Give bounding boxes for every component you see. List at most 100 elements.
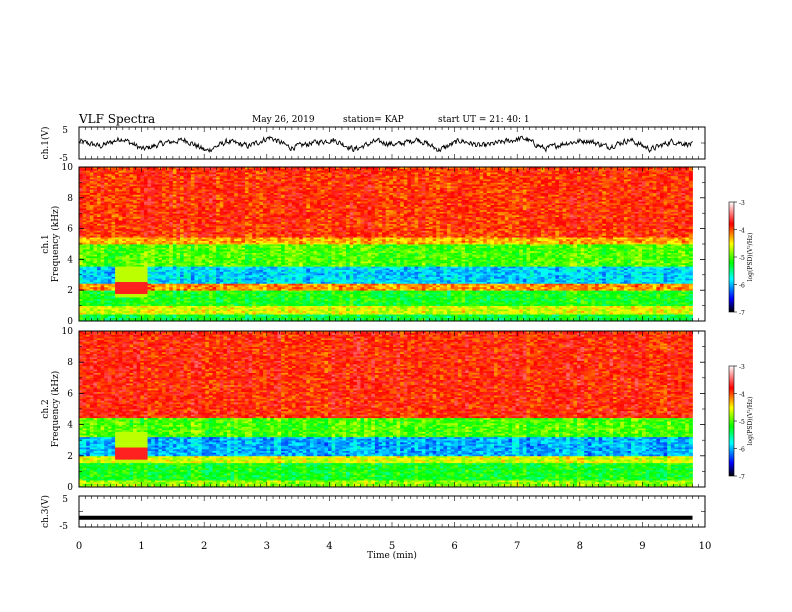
spectrogram-cell bbox=[154, 269, 159, 272]
spectrogram-cell bbox=[118, 221, 123, 224]
spectrogram-cell bbox=[104, 216, 109, 219]
spectrogram-cell bbox=[104, 249, 109, 252]
spectrogram-cell bbox=[129, 202, 134, 206]
spectrogram-cell bbox=[104, 303, 109, 306]
spectrogram-cell bbox=[154, 201, 159, 204]
spectrogram-cell bbox=[136, 170, 141, 173]
spectrogram-cell bbox=[169, 312, 174, 315]
spectrogram-cell bbox=[107, 249, 112, 252]
spectrogram-cell bbox=[86, 216, 91, 219]
spectrogram-cell bbox=[194, 310, 199, 313]
spectrogram-cell bbox=[205, 259, 210, 262]
spectrogram-cell bbox=[115, 199, 120, 202]
spectrogram-cell bbox=[180, 244, 185, 247]
spectrogram-cell bbox=[183, 232, 188, 235]
spectrogram-cell bbox=[165, 245, 170, 248]
spectrogram-cell bbox=[122, 185, 127, 188]
spectrogram-cell bbox=[107, 240, 112, 243]
spectrogram-cell bbox=[180, 226, 185, 229]
spectrogram-cell bbox=[104, 279, 109, 283]
spectrogram-cell bbox=[125, 240, 130, 243]
spectrogram-cell bbox=[198, 250, 203, 253]
spectrogram-cell bbox=[172, 295, 177, 298]
spectrogram-cell bbox=[133, 249, 138, 252]
spectrogram-cell bbox=[111, 201, 116, 204]
spectrogram-cell bbox=[97, 267, 102, 271]
spectrogram-cell bbox=[82, 262, 87, 265]
spectrogram-cell bbox=[154, 267, 159, 271]
spectrogram-cell bbox=[93, 209, 98, 212]
spectrogram-cell bbox=[140, 297, 145, 300]
spectrogram-cell bbox=[111, 199, 116, 202]
spectrogram-cell bbox=[201, 232, 206, 235]
spectrogram-cell bbox=[93, 279, 98, 283]
spectrogram-cell bbox=[133, 180, 138, 183]
spectrogram-cell bbox=[86, 182, 91, 185]
spectrogram-cell bbox=[176, 300, 181, 303]
spectrogram-cell bbox=[154, 197, 159, 200]
spectrogram-cell bbox=[140, 214, 145, 218]
spectrogram-cell bbox=[162, 214, 167, 218]
spectrogram-cell bbox=[140, 312, 145, 315]
spectrogram-cell bbox=[107, 182, 112, 185]
spectrogram-cell bbox=[190, 237, 195, 240]
spectrogram-cell bbox=[89, 300, 94, 303]
spectrogram-cell bbox=[89, 244, 94, 247]
spectrogram-cell bbox=[115, 208, 120, 211]
spectrogram-cell bbox=[162, 185, 167, 188]
spectrogram-cell bbox=[125, 298, 130, 301]
spectrogram-cell bbox=[93, 187, 98, 190]
spectrogram-cell bbox=[115, 223, 120, 226]
spectrogram-cell bbox=[154, 220, 159, 223]
spectrogram-cell bbox=[140, 267, 145, 271]
spectrogram-cell bbox=[169, 259, 174, 262]
spectrogram-cell bbox=[169, 249, 174, 252]
spectrogram-cell bbox=[190, 223, 195, 226]
spectrogram-cell bbox=[125, 204, 130, 207]
spectrogram-cell bbox=[133, 278, 138, 281]
spectrogram-cell bbox=[111, 250, 116, 253]
spectrogram-cell bbox=[104, 201, 109, 204]
spectrogram-cell bbox=[125, 245, 130, 248]
spectrogram-cell bbox=[194, 266, 199, 269]
spectrogram-cell bbox=[93, 211, 98, 214]
spectrogram-cell bbox=[104, 167, 109, 170]
spectrogram-cell bbox=[165, 276, 170, 279]
spectrogram-cell bbox=[147, 312, 152, 315]
spectrogram-cell bbox=[162, 204, 167, 207]
spectrogram-cell bbox=[183, 249, 188, 252]
spectrogram-cell bbox=[104, 196, 109, 199]
spectrogram-cell bbox=[115, 235, 120, 238]
spectrogram-cell bbox=[129, 214, 134, 218]
spectrogram-cell bbox=[201, 312, 206, 315]
spectrogram-cell bbox=[172, 281, 177, 284]
spectrogram-cell bbox=[187, 242, 192, 245]
spectrogram-cell bbox=[125, 196, 130, 199]
spectrogram-cell bbox=[172, 199, 177, 202]
spectrogram-cell bbox=[147, 276, 152, 279]
spectrogram-cell bbox=[82, 185, 87, 188]
spectrogram-cell bbox=[198, 182, 203, 185]
spectrogram-cell bbox=[154, 281, 159, 284]
spectrogram-cell bbox=[187, 273, 192, 276]
spectrogram-cell bbox=[143, 291, 148, 295]
spectrogram-cell bbox=[151, 269, 156, 272]
spectrogram-cell bbox=[147, 211, 152, 214]
spectrogram-cell bbox=[176, 168, 181, 171]
spectrogram-cell bbox=[143, 293, 148, 296]
y-tick-label: -5 bbox=[59, 154, 68, 164]
spectrogram-cell bbox=[147, 302, 152, 305]
spectrogram-cell bbox=[129, 230, 134, 233]
spectrogram-cell bbox=[205, 273, 210, 276]
spectrogram-cell bbox=[187, 297, 192, 300]
spectrogram-cell bbox=[147, 295, 152, 298]
spectrogram-cell bbox=[183, 250, 188, 253]
spectrogram-cell bbox=[136, 315, 141, 318]
spectrogram-cell bbox=[89, 266, 94, 269]
spectrogram-cell bbox=[115, 167, 120, 170]
spectrogram-cell bbox=[151, 274, 156, 277]
spectrogram-cell bbox=[97, 276, 102, 279]
spectrogram-cell bbox=[104, 252, 109, 255]
spectrogram-cell bbox=[100, 319, 105, 322]
spectrogram-cell bbox=[104, 173, 109, 176]
